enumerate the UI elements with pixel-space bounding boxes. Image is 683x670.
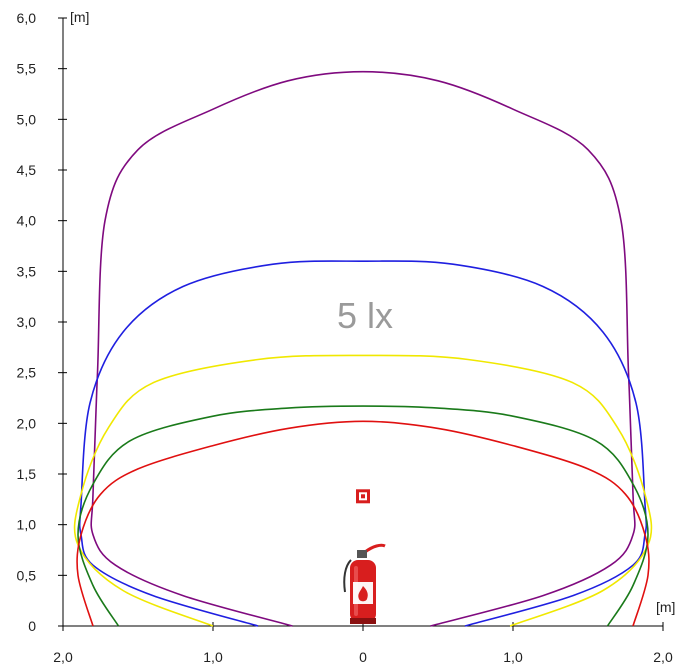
isolux-curve-5 [76, 420, 650, 627]
isolux-curve-1 [90, 70, 636, 627]
y-tick-label: 0 [28, 618, 36, 634]
x-ticks: 2,0 1,0 0 1,0 2,0 [53, 622, 673, 665]
y-tick-label: 4,5 [17, 162, 37, 178]
fire-extinguisher-icon [343, 543, 386, 624]
x-tick-label: 1,0 [203, 649, 223, 665]
y-tick-label: 3,0 [17, 314, 37, 330]
y-ticks: 0 0,5 1,0 1,5 2,0 2,5 3,0 3,5 4,0 4,5 5,0 5,5 6,0 [17, 10, 67, 634]
y-tick-label: 5,0 [17, 111, 37, 127]
y-tick-label: 3,5 [17, 263, 37, 279]
y-tick-label: 1,0 [17, 517, 37, 533]
isolux-curve-4 [77, 405, 649, 627]
x-tick-label: 0 [359, 649, 367, 665]
lux-annotation: 5 lx [337, 295, 393, 336]
y-tick-label: 5,5 [17, 61, 37, 77]
y-tick-label: 6,0 [17, 10, 37, 26]
y-tick-label: 4,0 [17, 213, 37, 229]
x-tick-label: 2,0 [53, 649, 73, 665]
isolux-curve-3 [73, 354, 653, 627]
y-tick-label: 2,0 [17, 415, 37, 431]
isolux-curves [73, 70, 653, 627]
y-tick-label: 2,5 [17, 365, 37, 381]
x-tick-label: 1,0 [503, 649, 523, 665]
y-tick-label: 0,5 [17, 567, 37, 583]
x-axis-unit-label: [m] [656, 599, 675, 615]
luminaire-icon [356, 489, 370, 504]
y-tick-label: 1,5 [17, 466, 37, 482]
y-axis-unit-label: [m] [70, 9, 89, 25]
x-tick-label: 2,0 [653, 649, 673, 665]
